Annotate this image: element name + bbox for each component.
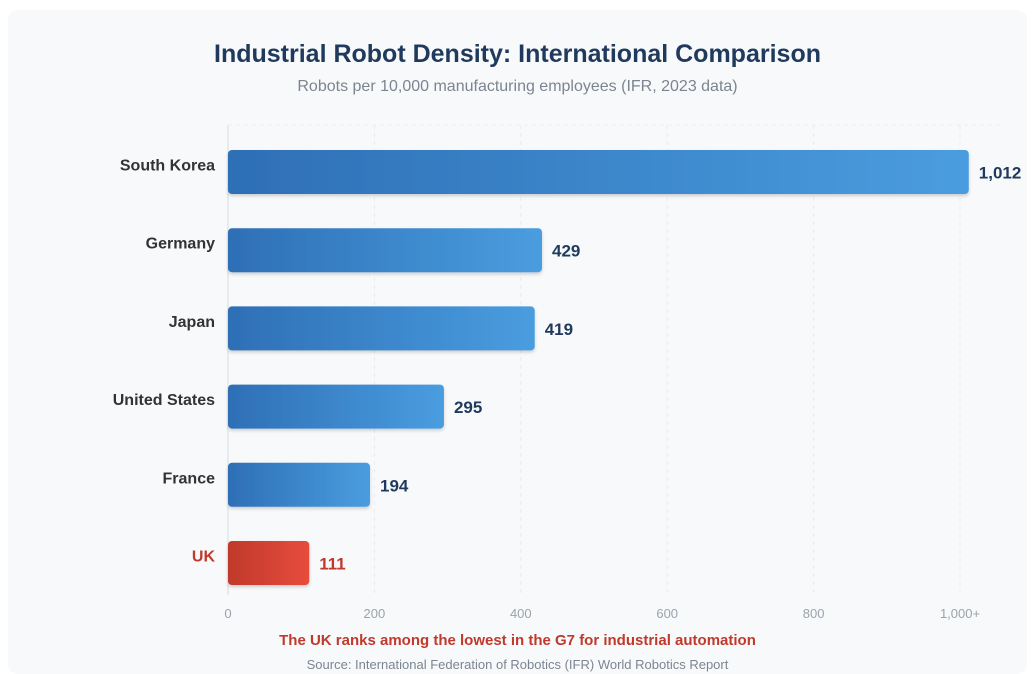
x-tick-label: 400 — [510, 606, 532, 621]
x-axis-ticks: 0 200 400 600 800 1,000+ — [224, 606, 980, 621]
bars — [228, 150, 969, 585]
footer-source: Source: International Federation of Robo… — [306, 657, 729, 672]
chart-title: Industrial Robot Density: International … — [214, 40, 821, 68]
value-label: 194 — [380, 476, 409, 495]
category-label: South Korea — [120, 158, 215, 175]
category-label: United States — [113, 392, 215, 409]
value-label: 295 — [454, 398, 482, 417]
category-label: Germany — [146, 236, 215, 253]
x-tick-label: 200 — [364, 606, 386, 621]
category-labels: South Korea Germany Japan United States Fran… — [113, 158, 216, 566]
category-label: France — [163, 470, 216, 487]
bar-south-korea — [228, 150, 969, 194]
category-label: Japan — [169, 314, 215, 331]
category-label: UK — [192, 549, 216, 566]
bar-japan — [228, 306, 535, 351]
grid-lines — [227, 124, 1000, 595]
x-tick-label: 1,000+ — [940, 606, 980, 621]
chart-subtitle: Robots per 10,000 manufacturing employee… — [297, 78, 738, 95]
bar-germany — [228, 228, 543, 273]
value-labels: 1,012 429 419 295 194 111 — [319, 164, 1021, 574]
value-label: 1,012 — [979, 164, 1022, 183]
bar-united-states — [228, 384, 444, 429]
value-label: 419 — [545, 320, 573, 339]
value-label: 429 — [552, 242, 580, 261]
footer-note: The UK ranks among the lowest in the G7 … — [279, 632, 756, 649]
x-tick-label: 600 — [656, 606, 678, 621]
value-label: 111 — [319, 555, 346, 574]
bar-france — [228, 462, 371, 507]
bar-uk — [228, 541, 310, 585]
x-tick-label: 800 — [803, 606, 825, 621]
x-tick-label: 0 — [224, 606, 231, 621]
